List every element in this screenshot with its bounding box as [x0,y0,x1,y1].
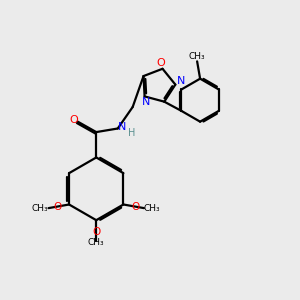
Text: H: H [128,128,136,138]
Text: N: N [117,122,126,132]
Text: CH₃: CH₃ [144,204,160,213]
Text: O: O [53,202,61,212]
Text: N: N [177,76,185,86]
Text: O: O [131,202,139,212]
Text: O: O [69,115,78,125]
Text: O: O [157,58,165,68]
Text: CH₃: CH₃ [189,52,206,62]
Text: N: N [142,97,150,107]
Text: CH₃: CH₃ [32,204,49,213]
Text: CH₃: CH₃ [88,238,105,247]
Text: O: O [92,227,100,237]
